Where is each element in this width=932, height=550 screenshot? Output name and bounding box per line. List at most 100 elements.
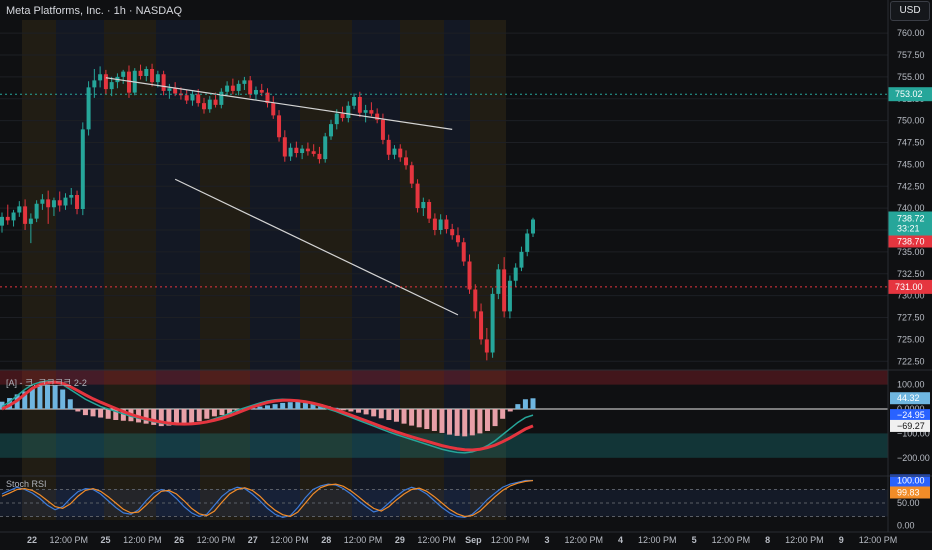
symbol-title: Meta Platforms, Inc. · 1h · NASDAQ [6, 5, 183, 17]
histogram-bar [272, 404, 278, 410]
candle-body [225, 85, 230, 92]
candle-body [427, 202, 432, 219]
macd-indicator-label: [A] - 크. 크크크크 2-2 [6, 378, 87, 388]
candle-body [369, 110, 374, 114]
y-tick-label: 760.00 [897, 28, 925, 38]
candle-body [75, 195, 80, 209]
histogram-bar [227, 409, 233, 414]
macd-value-tag [890, 392, 930, 405]
candle-body [57, 200, 62, 206]
y-tick-label: 730.00 [897, 291, 925, 301]
histogram-bar [439, 409, 445, 433]
x-tick-label: 12:00 PM [712, 535, 751, 545]
histogram-bar [310, 402, 316, 410]
macd-series-line [1, 380, 534, 452]
candle-body [98, 74, 103, 81]
x-tick-label: 9 [839, 535, 844, 545]
candle-body [5, 216, 10, 221]
candle-body [219, 91, 224, 105]
macd-value-label: 44.32 [897, 393, 920, 403]
candle-body [531, 219, 535, 234]
stoch-rsi-label: Stoch RSI [6, 479, 47, 489]
candle-body [398, 148, 403, 158]
trendline-lower [174, 178, 459, 316]
candle-body [288, 147, 293, 157]
histogram-bar [173, 409, 179, 425]
candle-body [346, 105, 351, 118]
candle-body [144, 69, 149, 76]
candle-body [207, 99, 212, 110]
x-tick-label: 22 [27, 535, 37, 545]
histogram-bar [45, 384, 51, 410]
histogram-bar [257, 406, 263, 410]
candle-body [51, 200, 56, 208]
histogram-bar [302, 402, 308, 410]
histogram-bar [454, 409, 460, 436]
y-tick-label: 757.50 [897, 50, 925, 60]
histogram-bar [393, 409, 399, 422]
candle-body [121, 71, 126, 77]
histogram-bar [211, 409, 217, 417]
histogram-bar [401, 409, 407, 424]
candle-body [386, 139, 391, 155]
candle-body [375, 113, 380, 120]
histogram-bar [143, 409, 149, 424]
candle-body [248, 80, 253, 95]
candle-body [0, 216, 4, 226]
histogram-bar [416, 409, 422, 428]
x-tick-label: 12:00 PM [859, 535, 898, 545]
candle-body [404, 157, 409, 166]
currency-button[interactable]: USD [890, 1, 930, 21]
candle-body [444, 219, 449, 230]
histogram-bar [82, 409, 88, 416]
histogram-bar [98, 409, 104, 418]
x-tick-label: 12:00 PM [50, 535, 89, 545]
histogram-bar [189, 409, 195, 423]
macd-y-tick: 100.00 [897, 380, 925, 390]
histogram-bar [75, 409, 81, 412]
y-tick-label: 727.50 [897, 313, 925, 323]
x-tick-label: 12:00 PM [564, 535, 603, 545]
candle-body [11, 212, 16, 221]
candle-body [363, 110, 368, 113]
histogram-bar [378, 409, 384, 419]
candle-body [282, 137, 287, 157]
candle-body [300, 148, 305, 153]
histogram-bar [348, 409, 354, 412]
histogram-bar [60, 389, 66, 410]
session-band [300, 20, 352, 520]
histogram-bar [151, 409, 157, 425]
candle-body [150, 69, 155, 83]
macd-value-label: −69.27 [897, 421, 925, 431]
histogram-bar [507, 409, 513, 412]
stoch-value-tag [890, 474, 930, 487]
histogram-bar [196, 409, 202, 422]
candle-body [40, 199, 45, 204]
histogram-bar [52, 385, 58, 410]
candle-body [259, 90, 264, 93]
candle-body [213, 99, 218, 105]
histogram-bar [158, 409, 164, 427]
x-tick-label: 12:00 PM [491, 535, 530, 545]
histogram-bar [431, 409, 437, 431]
x-tick-label: 26 [174, 535, 184, 545]
session-band [104, 20, 156, 520]
histogram-bar [166, 409, 172, 426]
candle-body [155, 74, 160, 83]
candle-body [317, 153, 322, 160]
candle-body [352, 97, 357, 106]
x-tick-label: 12:00 PM [417, 535, 456, 545]
candle-body [294, 147, 299, 153]
candle-body [479, 311, 484, 340]
histogram-bar [530, 398, 536, 410]
y-tick-label: 745.00 [897, 159, 925, 169]
candle-body [161, 74, 166, 91]
stoch-value-label: 100.00 [897, 476, 925, 486]
macd-y-tick: −200.00 [897, 453, 930, 463]
histogram-bar [340, 409, 346, 411]
candle-body [490, 293, 495, 353]
histogram-bar [22, 391, 28, 410]
candle-body [438, 219, 443, 230]
candle-body [415, 183, 420, 209]
